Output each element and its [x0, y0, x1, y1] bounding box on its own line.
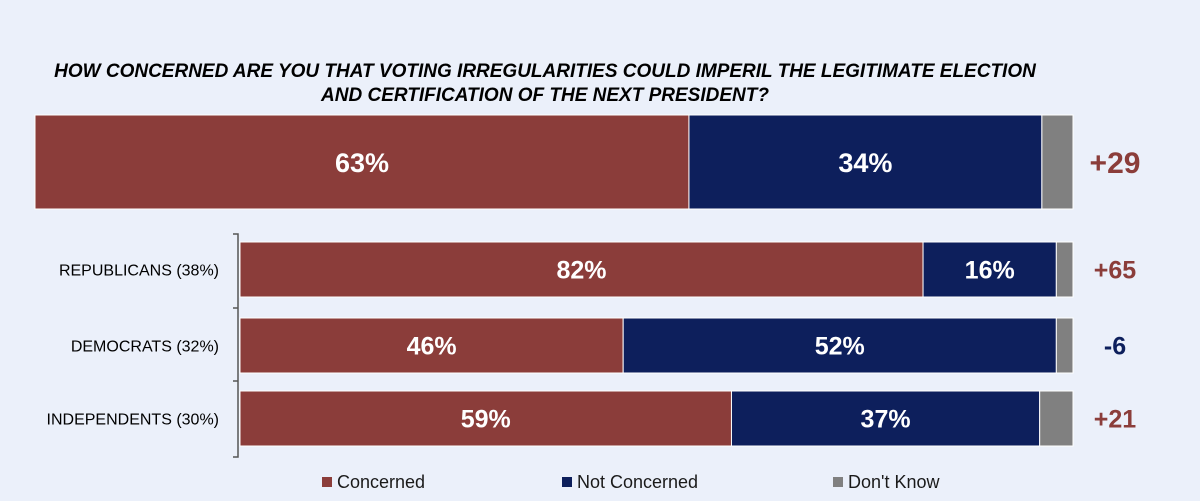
bar-1-don-t-know — [1055, 241, 1074, 298]
category-label: REPUBLICANS (38%) — [59, 263, 219, 280]
legend-label: Not Concerned — [577, 472, 698, 492]
bar-value-label: 52% — [815, 333, 865, 361]
category-label: INDEPENDENTS (30%) — [47, 412, 219, 429]
bar-value-label: 59% — [461, 406, 511, 434]
category-bracket — [233, 233, 239, 458]
net-label: +29 — [1090, 147, 1141, 180]
bar-0-don-t-know — [1041, 114, 1074, 210]
chart-title-line-1: HOW CONCERNED ARE YOU THAT VOTING IRREGU… — [54, 61, 1037, 82]
bar-value-label: 16% — [965, 257, 1015, 285]
bar-value-label: 82% — [557, 257, 607, 285]
chart-title-line-2: AND CERTIFICATION OF THE NEXT PRESIDENT? — [320, 85, 769, 106]
legend: Concerned Not Concerned Don't Know — [322, 472, 940, 492]
bar-value-label: 34% — [838, 148, 892, 178]
bar-1-concerned — [239, 241, 924, 298]
bar-2-concerned — [239, 317, 624, 374]
bar-0-not-concerned — [688, 114, 1043, 210]
legend-swatch — [322, 477, 332, 487]
bar-2-not-concerned — [622, 317, 1057, 374]
bar-value-label: 46% — [407, 333, 457, 361]
legend-swatch — [562, 477, 572, 487]
bar-3-concerned — [239, 390, 732, 447]
bars-group: 63% 34% +29 82% 16% REPUBLICANS (38%) +65 46% 52… — [34, 114, 1141, 447]
bar-1-not-concerned — [922, 241, 1057, 298]
net-label: -6 — [1104, 333, 1126, 361]
net-label: +21 — [1094, 406, 1137, 434]
bar-2-don-t-know — [1055, 317, 1074, 374]
legend-label: Don't Know — [848, 472, 940, 492]
category-label: DEMOCRATS (32%) — [71, 339, 219, 356]
legend-swatch — [833, 477, 843, 487]
bar-value-label: 63% — [335, 148, 389, 178]
bar-3-not-concerned — [730, 390, 1041, 447]
legend-label: Concerned — [337, 472, 425, 492]
bar-3-don-t-know — [1039, 390, 1074, 447]
net-label: +65 — [1094, 257, 1137, 285]
bar-0-concerned — [34, 114, 690, 210]
bar-value-label: 37% — [861, 406, 911, 434]
